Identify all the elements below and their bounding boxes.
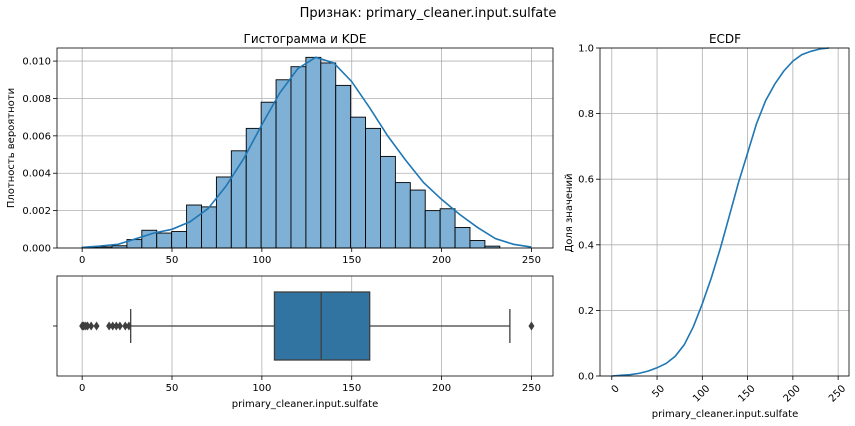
histogram-title: Гистограмма и KDE bbox=[244, 32, 367, 46]
ecdf-ylabel: Доля значений bbox=[564, 173, 575, 252]
boxplot-x-tick-label: 250 bbox=[522, 383, 541, 394]
ecdf-line bbox=[611, 47, 830, 377]
boxplot-outlier bbox=[84, 321, 91, 331]
boxplot-outlier bbox=[93, 321, 100, 331]
ecdf-y-tick-label: 1.0 bbox=[578, 44, 594, 55]
histogram-bar bbox=[394, 182, 411, 249]
ecdf-y-tick-label: 0.2 bbox=[578, 306, 594, 317]
boxplot-panel: primary_cleaner.input.sulfate 0 50 100 150 2… bbox=[53, 275, 554, 410]
boxplot-outlier bbox=[116, 321, 123, 331]
boxplot-outlier bbox=[113, 321, 120, 331]
histogram-bar bbox=[335, 84, 352, 249]
histogram-bar bbox=[171, 231, 188, 249]
ecdf-x-tick-label: 50 bbox=[650, 383, 667, 400]
ecdf-x-tick-label: 0 bbox=[610, 383, 622, 395]
boxplot-outlier bbox=[122, 321, 129, 331]
histogram-bar bbox=[424, 210, 441, 249]
ecdf-y-tick-label: 0.6 bbox=[578, 175, 594, 186]
histogram-y-tick-label: 0.010 bbox=[22, 57, 51, 68]
ecdf-y-tick-label: 0.8 bbox=[578, 109, 594, 120]
boxplot-outlier bbox=[109, 321, 116, 331]
boxplot-outlier bbox=[125, 321, 132, 331]
kde-curve bbox=[82, 56, 532, 249]
ecdf-xlabel: primary_cleaner.input.sulfate bbox=[652, 409, 799, 420]
histogram-x-tick-label: 250 bbox=[522, 255, 541, 266]
histogram-y-tick-label: 0.002 bbox=[22, 206, 51, 217]
ecdf-y-tick-label: 0.4 bbox=[578, 240, 594, 251]
boxplot-x-tick-label: 50 bbox=[166, 383, 179, 394]
histogram-bar bbox=[290, 66, 307, 249]
histogram-bar bbox=[409, 189, 426, 249]
histogram-bar bbox=[201, 206, 217, 249]
histogram-bar bbox=[469, 240, 486, 249]
histogram-bar bbox=[454, 226, 471, 249]
histogram-y-tick-label: 0.006 bbox=[22, 131, 51, 142]
figure-suptitle: Признак: primary_cleaner.input.sulfate bbox=[300, 6, 557, 21]
histogram-bar bbox=[156, 232, 173, 249]
histogram-x-tick-label: 0 bbox=[79, 255, 85, 266]
boxplot-x-tick-label: 100 bbox=[252, 383, 271, 394]
histogram-bar bbox=[365, 127, 381, 249]
histogram-y-tick-label: 0.008 bbox=[22, 94, 51, 105]
ecdf-panel: ECDF Доля значений primary_cleaner.input… bbox=[564, 32, 850, 420]
histogram-bar bbox=[350, 116, 367, 249]
histogram-bar bbox=[245, 127, 262, 249]
histogram-x-tick-label: 150 bbox=[342, 255, 361, 266]
histogram-y-tick-label: 0.000 bbox=[22, 244, 51, 255]
boxplot-outlier bbox=[88, 321, 95, 331]
boxplot-outlier bbox=[528, 321, 535, 331]
histogram-bar bbox=[186, 204, 202, 249]
histogram-y-tick-label: 0.004 bbox=[22, 169, 51, 180]
boxplot-xlabel: primary_cleaner.input.sulfate bbox=[232, 399, 379, 410]
boxplot-x-tick-label: 200 bbox=[432, 383, 451, 394]
ecdf-x-tick-label: 200 bbox=[782, 383, 803, 404]
histogram-panel: Гистограмма и KDE Плотность вероятноти 0… bbox=[6, 32, 554, 266]
histogram-x-tick-label: 50 bbox=[166, 255, 179, 266]
histogram-bar bbox=[380, 155, 396, 249]
ecdf-x-tick-label: 250 bbox=[827, 383, 848, 404]
histogram-bar bbox=[320, 62, 337, 249]
histogram-x-tick-label: 100 bbox=[252, 255, 271, 266]
histogram-bar bbox=[439, 208, 456, 249]
boxplot-x-tick-label: 150 bbox=[342, 383, 361, 394]
ecdf-y-tick-label: 0.0 bbox=[578, 372, 594, 383]
boxplot-x-tick-label: 0 bbox=[79, 383, 85, 394]
boxplot-outlier bbox=[106, 321, 113, 331]
histogram-x-tick-label: 200 bbox=[432, 255, 451, 266]
histogram-ylabel: Плотность вероятноти bbox=[6, 88, 17, 208]
ecdf-x-tick-label: 100 bbox=[691, 383, 712, 404]
histogram-bar bbox=[260, 101, 277, 249]
histogram-bar bbox=[305, 56, 322, 249]
histogram-frame bbox=[56, 47, 554, 249]
ecdf-frame bbox=[599, 47, 850, 377]
ecdf-title: ECDF bbox=[709, 32, 741, 46]
boxplot-box bbox=[273, 291, 371, 361]
histogram-bar bbox=[275, 79, 292, 249]
ecdf-x-tick-label: 150 bbox=[736, 383, 757, 404]
